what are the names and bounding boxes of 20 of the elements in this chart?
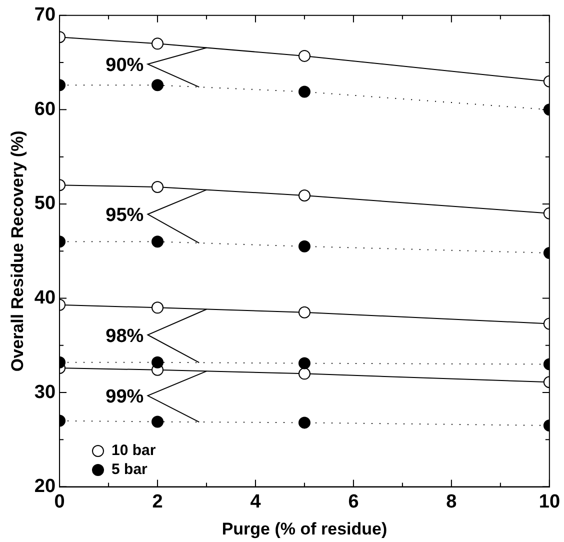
legend-label: 5 bar [112, 460, 148, 478]
y-tick-label: 30 [34, 382, 56, 403]
x-tick-label: 2 [152, 491, 163, 512]
x-axis-title: Purge (% of residue) [222, 519, 388, 538]
y-axis-title: Overall Residue Recovery (%) [8, 130, 27, 372]
x-tick-label: 10 [538, 491, 560, 512]
y-tick-label: 40 [34, 287, 56, 308]
x-tick-label: 0 [54, 491, 65, 512]
y-tick-label: 70 [34, 4, 56, 26]
x-tick-label: 4 [250, 491, 262, 512]
x-tick-label: 6 [348, 491, 359, 512]
x-tick-label: 8 [446, 491, 457, 512]
legend-label: 10 bar [112, 442, 156, 459]
annotation: 98% [106, 326, 144, 347]
annotation: 95% [106, 205, 144, 226]
annotation: 90% [106, 55, 144, 76]
y-tick-label: 50 [34, 193, 56, 214]
annotation: 99% [106, 386, 144, 408]
y-tick-label: 20 [34, 476, 56, 498]
y-tick-label: 60 [34, 98, 56, 120]
